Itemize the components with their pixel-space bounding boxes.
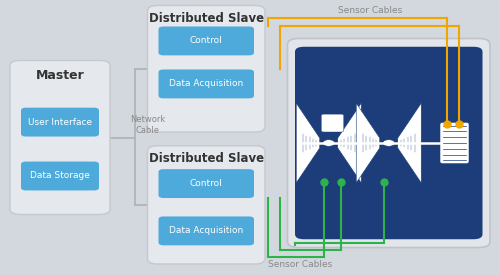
- FancyBboxPatch shape: [158, 169, 254, 198]
- FancyBboxPatch shape: [10, 60, 110, 215]
- Polygon shape: [356, 103, 380, 183]
- Text: Data Acquisition: Data Acquisition: [169, 79, 244, 89]
- Text: Distributed Slave: Distributed Slave: [148, 152, 264, 166]
- Polygon shape: [338, 103, 361, 183]
- Text: User Interface: User Interface: [28, 118, 92, 127]
- Polygon shape: [296, 103, 320, 183]
- Text: Control: Control: [190, 179, 222, 188]
- FancyBboxPatch shape: [158, 216, 254, 245]
- FancyBboxPatch shape: [21, 108, 99, 136]
- Text: Control: Control: [190, 36, 222, 45]
- FancyBboxPatch shape: [21, 162, 99, 190]
- Text: Data Storage: Data Storage: [30, 172, 90, 180]
- Text: Sensor Cables: Sensor Cables: [268, 260, 332, 270]
- Circle shape: [323, 140, 335, 146]
- FancyBboxPatch shape: [295, 47, 482, 239]
- Text: Sensor Cables: Sensor Cables: [338, 6, 402, 15]
- FancyBboxPatch shape: [148, 6, 265, 132]
- FancyBboxPatch shape: [321, 114, 344, 132]
- FancyBboxPatch shape: [158, 70, 254, 98]
- FancyBboxPatch shape: [440, 122, 469, 164]
- FancyBboxPatch shape: [148, 146, 265, 264]
- Text: Network
Cable: Network Cable: [130, 115, 165, 135]
- FancyBboxPatch shape: [288, 39, 490, 248]
- Circle shape: [383, 140, 395, 146]
- Polygon shape: [398, 103, 421, 183]
- Text: Distributed Slave: Distributed Slave: [148, 12, 264, 25]
- Text: Data Acquisition: Data Acquisition: [169, 226, 244, 235]
- FancyBboxPatch shape: [158, 26, 254, 55]
- Text: Master: Master: [36, 69, 84, 82]
